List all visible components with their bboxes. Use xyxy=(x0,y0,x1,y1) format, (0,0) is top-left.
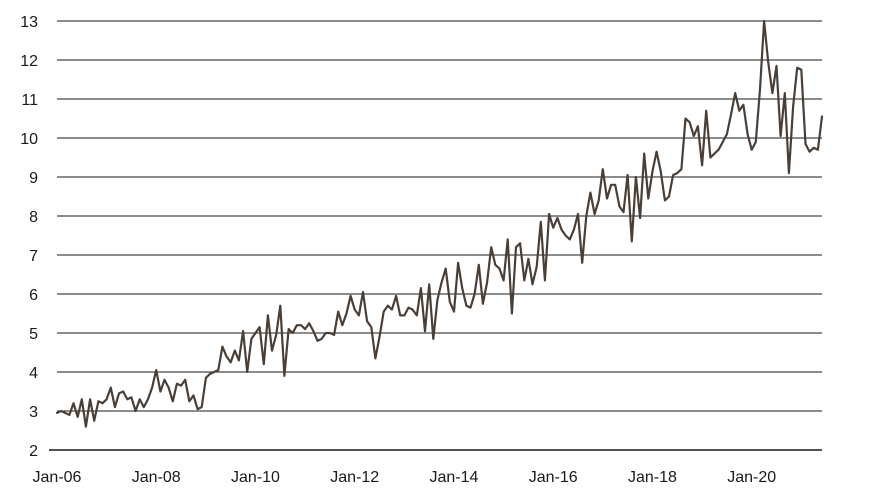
x-axis-tick-labels: Jan-06 Jan-08 Jan-10 Jan-12 Jan-14 Jan-16 Jan-… xyxy=(33,469,777,486)
y-tick-label: 8 xyxy=(29,209,38,226)
y-tick-label: 9 xyxy=(29,170,38,187)
series-layer xyxy=(55,19,824,428)
x-tick-label: Jan-16 xyxy=(529,469,578,486)
y-axis-tick-labels: 2 3 4 5 6 7 8 9 10 11 12 13 xyxy=(20,14,38,460)
y-tick-label: 7 xyxy=(29,248,38,265)
y-tick-label: 5 xyxy=(29,326,38,343)
y-tick-label: 3 xyxy=(29,404,38,421)
x-tick-label: Jan-20 xyxy=(727,469,776,486)
x-tick-label: Jan-14 xyxy=(430,469,479,486)
x-tick-label: Jan-18 xyxy=(628,469,677,486)
y-tick-label: 4 xyxy=(29,365,38,382)
x-tick-label: Jan-06 xyxy=(33,469,82,486)
y-tick-label: 10 xyxy=(20,131,38,148)
series-line-0 xyxy=(55,19,824,428)
y-tick-label: 2 xyxy=(29,443,38,460)
x-tick-label: Jan-10 xyxy=(231,469,280,486)
gridlines xyxy=(57,20,822,412)
y-tick-label: 6 xyxy=(29,287,38,304)
x-tick-label: Jan-12 xyxy=(330,469,379,486)
y-tick-label: 11 xyxy=(21,92,38,109)
y-tick-label: 13 xyxy=(20,14,38,31)
y-tick-label: 12 xyxy=(20,53,38,70)
x-tick-label: Jan-08 xyxy=(132,469,181,486)
